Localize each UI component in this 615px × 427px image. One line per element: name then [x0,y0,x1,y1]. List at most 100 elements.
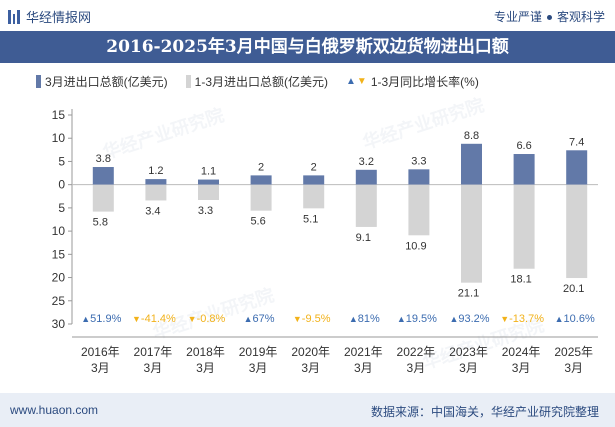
data-label-cumulative: 5.8 [93,217,108,229]
y-tick-label: 10 [52,131,66,145]
bar-cumulative [250,184,272,211]
slogan-right: 客观科学 [556,10,605,24]
triangle-up-icon: ▲ [555,314,564,324]
footer: www.huaon.com 数据来源：中国海关，华经产业研究院整理 [0,393,615,427]
triangle-up-icon: ▲ [349,314,358,324]
growth-label: ▼-9.5% [293,313,331,325]
y-tick-label: 25 [52,294,66,308]
data-label-march: 2 [311,161,317,173]
top-bar: 华经情报网 专业严谨 客观科学 [0,0,615,30]
bar-march [408,169,430,185]
data-label-march: 3.3 [411,155,426,167]
legend-label-march: 3月进出口总额(亿美元) [45,75,168,89]
growth-value: -41.4% [141,313,176,325]
growth-value: 19.5% [406,313,437,325]
data-label-march: 8.8 [464,130,479,142]
bar-cumulative [145,184,167,201]
triangle-up-icon: ▲ [346,76,356,87]
bar-cumulative [303,184,325,209]
data-label-march: 1.2 [148,165,163,177]
y-tick-label: 15 [52,108,66,122]
data-label-march: 1.1 [201,166,216,178]
growth-label: ▲81% [349,313,380,325]
bar-march [461,143,482,185]
x-tick-label: 3月 [564,361,583,375]
bar-cumulative [513,184,535,269]
growth-value: 93.2% [458,313,489,325]
growth-value: -0.8% [197,313,226,325]
legend-label-cumulative: 1-3月进出口总额(亿美元) [194,75,329,89]
y-tick-label: 0 [58,178,65,192]
y-tick-label: 30 [52,317,66,331]
bar-march [513,154,535,185]
x-tick-label: 2022年 [397,345,436,359]
legend-label-growth: 1-3月同比增长率(%) [370,75,479,89]
bar-march [145,179,167,185]
bar-march [566,150,588,185]
x-axis: 2016年 3月 2017年 3月 2018年 3月 2019年 3月 2020年 3月 2021年… [72,336,598,375]
data-label-cumulative: 3.3 [198,205,213,217]
data-label-march: 3.2 [359,156,374,168]
chart-legend: 3月进出口总额(亿美元) 1-3月进出口总额(亿美元) ▲ ▼ 1-3月同比增长… [36,73,497,90]
chart-title: 2016-2025年3月中国与白俄罗斯双边货物进出口额 [106,37,509,57]
legend-item-growth: ▲ ▼ 1-3月同比增长率(%) [346,73,479,90]
x-tick-label: 2018年 [186,345,225,359]
data-label-march: 7.4 [569,136,584,148]
triangle-up-icon: ▲ [81,314,90,324]
y-tick-label: 5 [58,201,65,215]
x-tick-label: 2023年 [449,345,488,359]
bar-march [250,175,272,185]
x-tick-label: 3月 [144,361,163,375]
x-tick-label: 3月 [301,361,320,375]
legend-item-cumulative: 1-3月进出口总额(亿美元) [185,73,329,90]
bar-cumulative [408,184,430,236]
x-tick-label: 3月 [512,361,531,375]
data-label-march: 2 [258,161,264,173]
title-bar: 2016-2025年3月中国与白俄罗斯双边货物进出口额 [0,31,615,63]
x-tick-label: 3月 [196,361,215,375]
triangle-down-icon: ▼ [188,314,197,324]
bar-march [198,179,219,185]
x-tick-label: 3月 [249,361,268,375]
growth-value: -13.7% [509,313,544,325]
triangle-down-icon: ▼ [500,314,509,324]
bar-cumulative [92,184,114,212]
separator-dot-icon [546,15,552,21]
growth-value: 81% [358,313,380,325]
y-axis: 15 10 5 0 5 10 15 20 25 30 [52,108,598,331]
data-label-cumulative: 18.1 [510,274,531,286]
x-tick-label: 2019年 [239,345,278,359]
growth-label: ▲10.6% [555,313,595,325]
x-tick-label: 2016年 [81,345,120,359]
bar-cumulative [461,184,482,283]
y-tick-label: 10 [52,224,66,238]
growth-label: ▲19.5% [397,313,437,325]
legend-item-march: 3月进出口总额(亿美元) [36,73,168,90]
triangle-down-icon: ▼ [293,314,302,324]
data-label-cumulative: 21.1 [458,288,479,300]
growth-label: ▲67% [244,313,275,325]
y-tick-label: 15 [52,247,66,261]
bar-cumulative [566,184,588,279]
x-tick-label: 3月 [354,361,373,375]
x-tick-label: 2024年 [502,345,541,359]
growth-label: ▲93.2% [449,313,489,325]
growth-value: 67% [253,313,275,325]
slogan: 专业严谨 客观科学 [494,8,605,25]
y-tick-label: 5 [58,154,65,168]
legend-swatch-march [36,75,41,88]
data-label-cumulative: 5.1 [303,213,318,225]
data-label-cumulative: 20.1 [563,283,584,295]
x-tick-label: 2025年 [554,345,593,359]
growth-value: 51.9% [90,313,121,325]
data-label-march: 3.8 [96,153,111,165]
bar-cumulative [198,184,219,200]
bar-cumulative [355,184,377,227]
growth-label: ▲51.9% [81,313,121,325]
data-label-cumulative: 5.6 [250,216,265,228]
x-tick-label: 2020年 [291,345,330,359]
bar-march [92,167,114,185]
logo-icon [8,9,21,24]
triangle-down-icon: ▼ [356,76,367,87]
slogan-left: 专业严谨 [493,10,542,24]
